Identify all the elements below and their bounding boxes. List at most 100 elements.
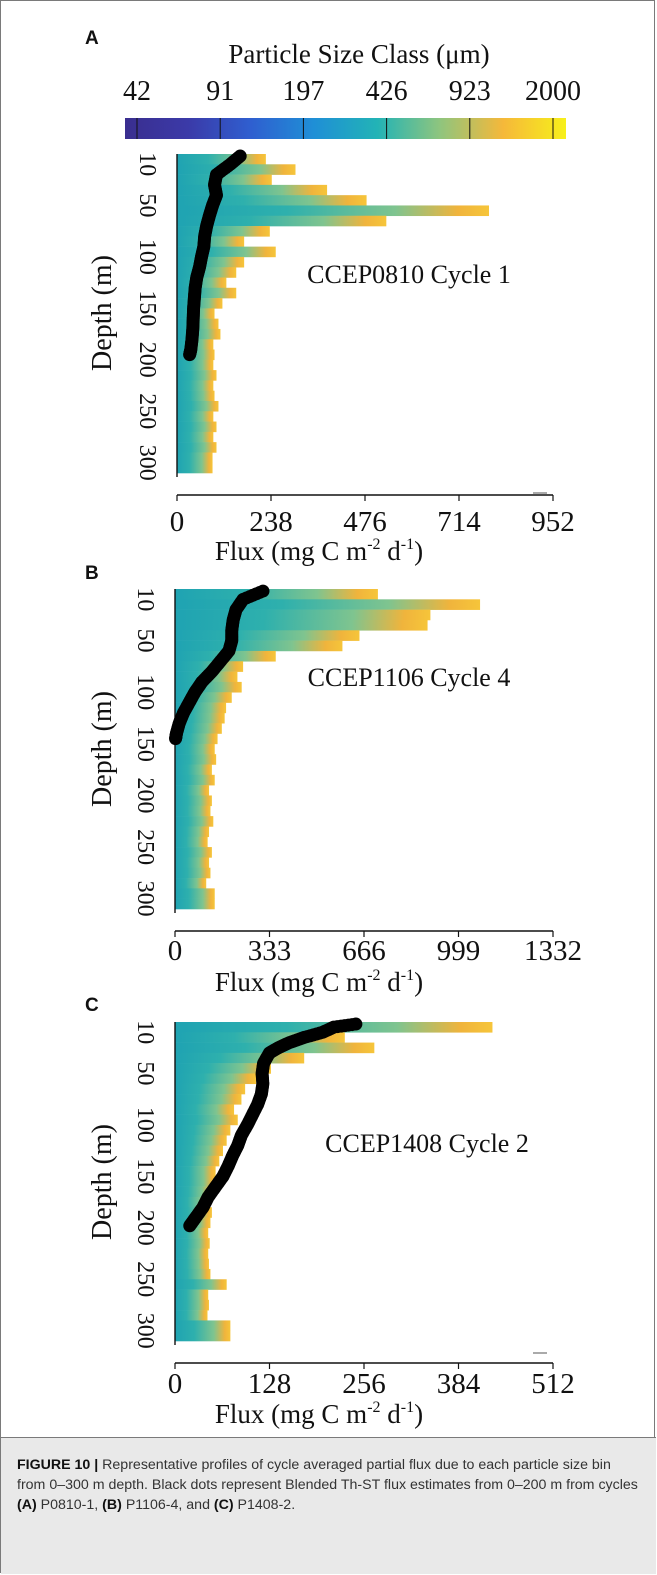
flux-bar [175, 1052, 305, 1064]
y-tick-label: 300 [132, 1313, 158, 1349]
flux-bar [177, 442, 217, 453]
x-tick-label: 0 [168, 935, 183, 967]
y-tick-label: 10 [132, 587, 158, 611]
x-tick-label: 999 [437, 935, 481, 967]
flux-bar [177, 287, 237, 299]
colorbar-title: Particle Size Class (μm) [228, 39, 489, 69]
y-tick-label: 200 [134, 342, 160, 378]
caption-text-2: P0810-1, [36, 1497, 103, 1514]
flux-bar [175, 1196, 211, 1208]
flux-bar [177, 359, 214, 371]
flux-bar [175, 826, 210, 838]
figure-svg: Particle Size Class (μm) 42 91 197 426 923 20… [85, 28, 582, 1429]
x-tick-label: 476 [343, 506, 387, 538]
panel-label-a: A [85, 28, 99, 49]
flux-bar [177, 267, 237, 278]
flux-bar [175, 764, 212, 776]
colorbar [125, 118, 566, 139]
y-tick-label: 250 [132, 1261, 158, 1297]
x-tick-label: 238 [249, 506, 293, 538]
x-tick-label: 0 [168, 1368, 183, 1400]
flux-bar [175, 805, 211, 817]
flux-bar [175, 816, 214, 827]
flux-bars [177, 154, 490, 474]
flux-bar [175, 589, 378, 600]
flux-bar [175, 1114, 238, 1126]
chart-panel-c: 0 128 256 384 512 Flux (mg C m-2 d-1) 10 50 100 1… [87, 1017, 575, 1429]
blended-thst-dots [183, 149, 247, 362]
x-tick-label: 714 [437, 506, 481, 538]
caption-text-1: Representative profiles of cycle average… [17, 1457, 638, 1494]
flux-bar [177, 400, 219, 412]
x-tick-label: 384 [437, 1368, 481, 1400]
flux-bar [177, 246, 276, 258]
y-axis-label: Depth (m) [87, 255, 118, 371]
flux-bar [177, 256, 245, 268]
flux-bar [177, 370, 217, 381]
y-axis-label: Depth (m) [87, 1124, 118, 1240]
flux-bar [175, 733, 218, 745]
caption-text-3: P1106-4, and [121, 1497, 214, 1514]
flux-bar [175, 723, 222, 734]
flux-bar [175, 1063, 271, 1074]
flux-bar [177, 226, 270, 237]
y-tick-label: 150 [132, 726, 158, 762]
flux-bar [175, 1238, 210, 1249]
blended-thst-dot [183, 348, 197, 362]
y-axis-label: Depth (m) [87, 691, 118, 807]
flux-bar [175, 857, 210, 869]
flux-bar [175, 1073, 257, 1085]
cycle-annotation: CCEP1106 Cycle 4 [308, 663, 511, 692]
flux-bar [177, 164, 296, 175]
caption-ref-c: (C) [213, 1497, 234, 1514]
flux-bar [175, 1299, 209, 1311]
y-tick-label: 50 [132, 1061, 158, 1085]
flux-bar [175, 1330, 231, 1342]
y-tick-label: 150 [132, 1158, 158, 1194]
x-tick-label: 128 [248, 1368, 292, 1400]
flux-bar [175, 1279, 227, 1290]
y-tick-label: 300 [132, 881, 158, 917]
flux-bar [177, 411, 214, 422]
flux-bars [175, 589, 481, 910]
cycle-annotation: CCEP1408 Cycle 2 [325, 1129, 529, 1158]
flux-bar [175, 681, 242, 693]
flux-bar [175, 1104, 235, 1115]
chart-panel-b: 0 333 666 999 1332 Flux (mg C m-2 d-1) 10 50 100… [87, 584, 582, 997]
x-tick-label: 1332 [524, 935, 582, 967]
colorbar-tick-label: 197 [282, 76, 324, 107]
flux-bar [175, 609, 431, 621]
caption-ref-a: (A) [17, 1497, 37, 1514]
flux-bar [175, 692, 232, 703]
flux-bar [177, 154, 266, 165]
flux-bar [177, 174, 272, 186]
flux-bar [175, 1145, 223, 1157]
flux-bar [177, 380, 214, 391]
flux-bar [175, 599, 481, 610]
flux-bar [175, 1310, 208, 1321]
y-tick-label: 200 [132, 1210, 158, 1246]
flux-bar [175, 754, 217, 765]
x-tick-label: 952 [531, 506, 575, 538]
flux-bar [177, 390, 215, 402]
y-tick-label: 10 [132, 1020, 158, 1044]
panel-label-c: C [85, 995, 99, 1016]
flux-bar [175, 1289, 209, 1301]
y-tick-label: 100 [132, 674, 158, 710]
blended-thst-dot [183, 1219, 197, 1233]
flux-bar [177, 215, 387, 227]
flux-bar [177, 452, 213, 464]
caption-text-4: P1408-2. [233, 1497, 296, 1514]
flux-bar [175, 1186, 214, 1198]
x-tick-label: 666 [342, 935, 386, 967]
flux-bar [175, 1248, 209, 1259]
colorbar-tick-label: 426 [366, 76, 408, 107]
flux-bar [175, 702, 227, 714]
caption-ref-b: (B) [102, 1497, 122, 1514]
flux-bar [175, 836, 208, 848]
flux-bar [175, 640, 343, 652]
x-axis-label: Flux (mg C m-2 d-1) [215, 536, 423, 566]
flux-bar [175, 878, 207, 889]
y-tick-label: 150 [134, 290, 160, 326]
